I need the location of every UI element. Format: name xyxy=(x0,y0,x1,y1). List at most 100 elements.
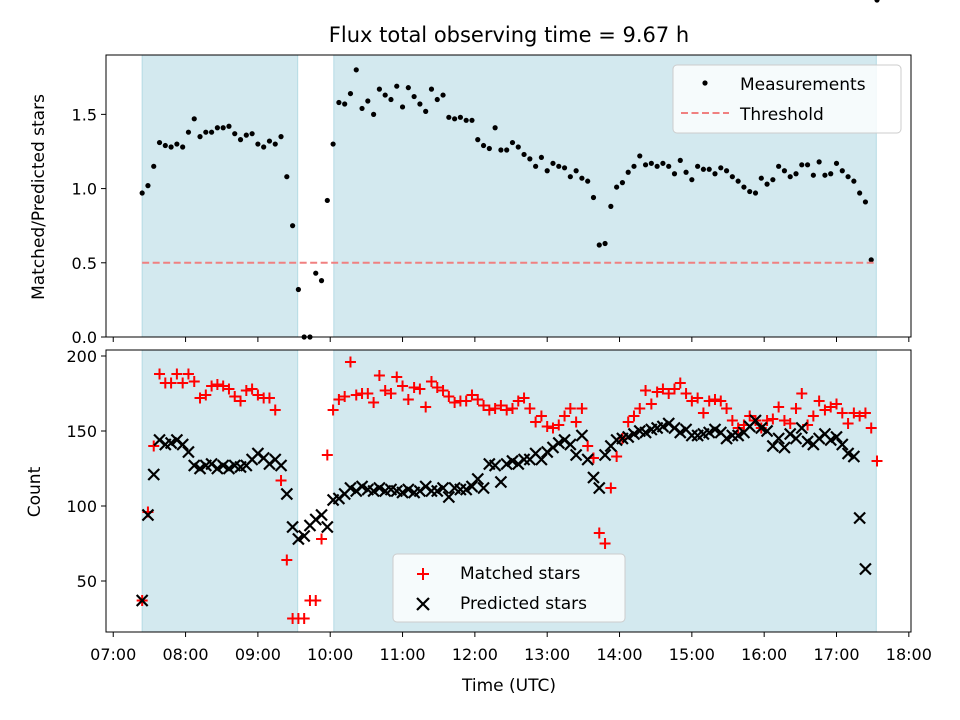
bottom-legend-box xyxy=(392,553,626,623)
predicted-star-point xyxy=(436,481,450,495)
measurement-point xyxy=(833,160,840,166)
measurement-point xyxy=(619,180,626,186)
matched-star-point xyxy=(148,440,160,452)
matched-star-point xyxy=(715,395,727,407)
measurement-point xyxy=(376,86,382,92)
predicted-star-point xyxy=(795,421,809,435)
matched-star-point xyxy=(483,404,495,416)
measurement-point xyxy=(290,223,296,229)
predicted-star-point xyxy=(286,520,299,534)
matched-star-point xyxy=(622,416,634,428)
measurement-point xyxy=(631,163,637,169)
measurement-point xyxy=(498,147,504,153)
matched-star-point xyxy=(842,418,854,429)
predicted-stars-points xyxy=(135,414,872,607)
matched-star-point xyxy=(564,403,576,414)
predicted-star-point xyxy=(135,594,149,607)
measurement-point xyxy=(208,129,215,135)
measurement-point xyxy=(249,131,255,137)
matched-star-point xyxy=(310,595,322,606)
matched-star-point xyxy=(391,371,403,383)
matched-star-point xyxy=(316,533,328,545)
matched-star-point xyxy=(790,403,802,414)
measurement-point xyxy=(804,162,811,168)
predicted-star-point xyxy=(471,472,485,486)
measurement-point xyxy=(671,171,678,177)
measurement-point xyxy=(452,116,458,122)
measurement-point xyxy=(614,184,620,190)
measurement-point xyxy=(266,138,273,144)
matched-star-point xyxy=(761,415,773,426)
matched-star-point xyxy=(252,389,264,401)
measurement-point xyxy=(781,168,788,174)
measurement-point xyxy=(226,123,232,129)
matched-star-point xyxy=(668,383,680,395)
predicted-star-point xyxy=(847,450,861,463)
matched-star-point xyxy=(246,383,258,395)
top-legend-box xyxy=(672,64,902,134)
matched-star-point xyxy=(582,440,594,452)
matched-star-point xyxy=(449,397,461,408)
matched-star-point xyxy=(495,400,507,411)
matched-star-point xyxy=(478,400,490,411)
measurement-point xyxy=(446,114,452,120)
measurement-point xyxy=(237,137,244,143)
bottom-y-tick-label: 100 xyxy=(66,497,97,516)
matched-star-point xyxy=(871,455,883,467)
measurement-point xyxy=(625,169,631,175)
matched-star-point xyxy=(460,395,472,407)
measurement-point xyxy=(509,139,516,146)
measurement-point xyxy=(162,142,168,149)
measurement-point xyxy=(712,171,718,177)
matched-star-point xyxy=(657,383,669,395)
predicted-star-point xyxy=(749,414,762,427)
x-tick-label: 15:00 xyxy=(669,645,715,664)
matched-star-point xyxy=(420,401,432,413)
predicted-star-point xyxy=(575,429,589,442)
measurement-point xyxy=(480,142,487,149)
matched-star-point xyxy=(402,394,414,405)
matched-star-point xyxy=(570,416,582,428)
predicted-star-point xyxy=(535,453,548,466)
matched-star-point xyxy=(547,422,559,434)
legend-threshold-label: Threshold xyxy=(739,105,824,125)
matched-star-point xyxy=(825,401,837,413)
predicted-star-point xyxy=(830,430,843,444)
measurement-point xyxy=(382,92,388,98)
matched-star-point xyxy=(645,398,657,410)
measurement-point xyxy=(243,132,249,138)
measurement-point xyxy=(770,177,776,183)
measurement-point xyxy=(255,141,261,147)
matched-star-point xyxy=(229,391,241,402)
measurement-point xyxy=(787,174,793,180)
predicted-star-point xyxy=(592,481,606,495)
measurement-point xyxy=(434,96,440,103)
measurement-point xyxy=(677,157,683,163)
measurement-point xyxy=(642,162,649,168)
matched-star-point xyxy=(524,403,536,414)
measurement-point xyxy=(874,0,880,3)
measurement-point xyxy=(839,168,845,174)
top-y-tick-label: 1.5 xyxy=(72,105,97,124)
measurement-point xyxy=(764,181,770,187)
matched-star-point xyxy=(182,368,194,380)
measurement-point xyxy=(405,85,411,91)
matched-star-point xyxy=(836,407,848,419)
predicted-star-point xyxy=(766,439,780,453)
measurement-point xyxy=(423,108,429,114)
legend-predicted-label: Predicted stars xyxy=(460,594,587,614)
predicted-star-point xyxy=(760,424,774,438)
matched-star-point xyxy=(408,382,420,393)
x-axis-label: Time (UTC) xyxy=(461,676,556,696)
measurement-point xyxy=(330,141,336,147)
matched-star-point xyxy=(813,395,825,407)
measurement-point xyxy=(660,160,666,166)
x-tick-label: 18:00 xyxy=(886,645,932,664)
matched-star-point xyxy=(240,385,252,396)
measurement-point xyxy=(822,172,828,178)
matched-star-point xyxy=(553,419,565,431)
predicted-star-point xyxy=(297,529,311,543)
measurement-point xyxy=(637,153,643,159)
measurement-point xyxy=(816,159,822,165)
predicted-star-point xyxy=(778,441,791,454)
